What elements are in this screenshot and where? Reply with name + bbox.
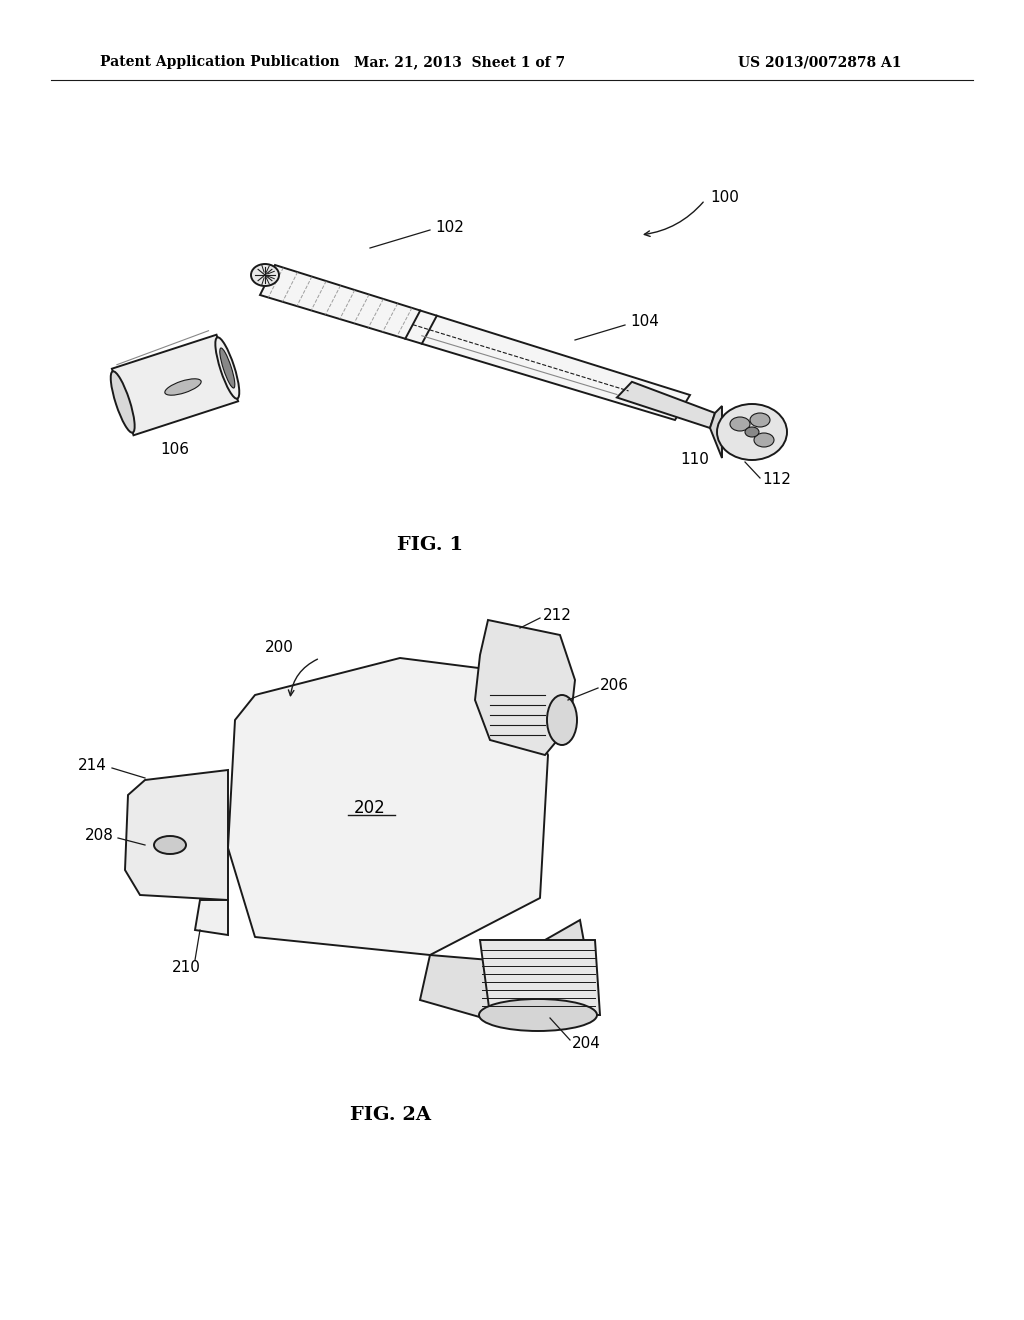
Polygon shape — [195, 900, 228, 935]
Polygon shape — [710, 407, 722, 458]
Text: 206: 206 — [600, 677, 629, 693]
Polygon shape — [420, 920, 590, 1020]
Ellipse shape — [745, 426, 759, 437]
Ellipse shape — [154, 836, 186, 854]
Text: Mar. 21, 2013  Sheet 1 of 7: Mar. 21, 2013 Sheet 1 of 7 — [354, 55, 565, 69]
Text: 202: 202 — [354, 799, 386, 817]
Ellipse shape — [251, 264, 279, 286]
Text: 208: 208 — [85, 828, 114, 842]
Ellipse shape — [754, 433, 774, 447]
Polygon shape — [475, 620, 575, 755]
Text: 112: 112 — [762, 473, 791, 487]
Ellipse shape — [165, 379, 201, 395]
Text: 214: 214 — [78, 758, 106, 772]
Polygon shape — [125, 770, 228, 900]
Ellipse shape — [215, 338, 240, 399]
Ellipse shape — [111, 371, 135, 433]
Text: 210: 210 — [172, 961, 201, 975]
Polygon shape — [480, 940, 600, 1015]
Text: Patent Application Publication: Patent Application Publication — [100, 55, 340, 69]
Polygon shape — [616, 381, 715, 428]
Ellipse shape — [547, 696, 577, 744]
Ellipse shape — [220, 348, 234, 388]
Text: 106: 106 — [161, 442, 189, 458]
Polygon shape — [112, 335, 239, 436]
Text: US 2013/0072878 A1: US 2013/0072878 A1 — [738, 55, 902, 69]
Text: 212: 212 — [543, 607, 571, 623]
Ellipse shape — [479, 999, 597, 1031]
Text: 204: 204 — [572, 1036, 601, 1052]
Ellipse shape — [730, 417, 750, 432]
Ellipse shape — [750, 413, 770, 426]
Text: 102: 102 — [435, 220, 464, 235]
Text: 200: 200 — [265, 640, 294, 656]
Text: FIG. 2A: FIG. 2A — [349, 1106, 430, 1125]
Text: 100: 100 — [710, 190, 739, 206]
Text: 110: 110 — [681, 453, 710, 467]
Text: FIG. 1: FIG. 1 — [397, 536, 463, 554]
Polygon shape — [228, 657, 548, 954]
Text: 104: 104 — [630, 314, 658, 330]
Polygon shape — [260, 265, 690, 420]
Ellipse shape — [717, 404, 787, 459]
